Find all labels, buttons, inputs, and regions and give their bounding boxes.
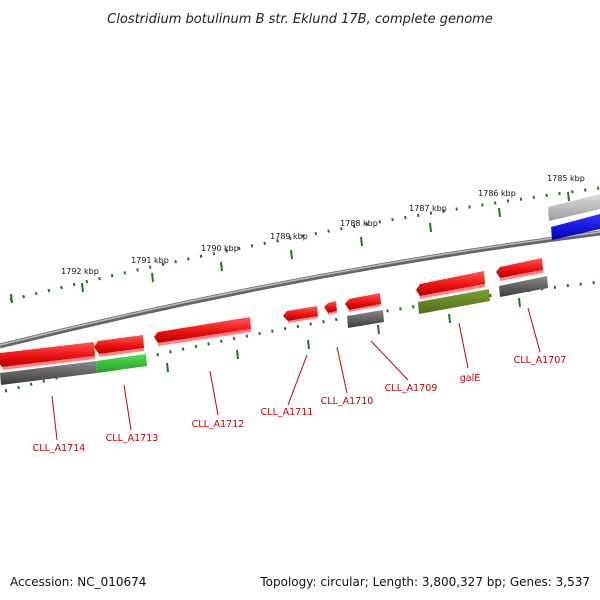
- scale-label-1790: 1790 kbp: [201, 244, 239, 253]
- accession-text: Accession: NC_010674: [10, 575, 146, 589]
- gene-label-gale: galE: [460, 373, 481, 384]
- scale-label-1785: 1785 kbp: [547, 174, 585, 183]
- gene-label-cll-a1709: CLL_A1709: [385, 383, 438, 394]
- scale-label-1786: 1786 kbp: [478, 189, 516, 198]
- genome-backbone: [0, 230, 600, 349]
- gene-label-cll-a1713: CLL_A1713: [106, 433, 159, 444]
- topology-text: Topology: circular; Length: 3,800,327 bp…: [259, 575, 590, 589]
- gene-feature-cll-a1712[interactable]: [154, 317, 251, 346]
- scale-label-1792: 1792 kbp: [61, 267, 99, 276]
- inner-scale-major-ticks: [166, 297, 521, 373]
- gene-label-cll-a1710: CLL_A1710: [321, 396, 374, 407]
- gene-feature-cll-a1710[interactable]: [324, 301, 337, 315]
- feature-olive-gale[interactable]: [418, 289, 490, 314]
- outer-scale-major-ticks: [10, 191, 570, 304]
- gene-feature-cll-a1709[interactable]: [345, 293, 381, 312]
- gene-feature-cll-a1714[interactable]: [0, 342, 95, 370]
- gene-label-cll-a1714: CLL_A1714: [33, 443, 86, 454]
- scale-label-1788: 1788 kbp: [340, 219, 378, 228]
- gene-label-cll-a1712: CLL_A1712: [192, 419, 245, 430]
- gene-feature-gale[interactable]: [416, 271, 485, 299]
- feature-green-a1713[interactable]: [96, 354, 147, 373]
- outer-scale-minor-ticks: [9, 186, 600, 302]
- gene-label-cll-a1707: CLL_A1707: [514, 355, 567, 366]
- genome-title: Clostridium botulinum B str. Eklund 17B,…: [107, 12, 493, 27]
- gene-feature-cll-a1713[interactable]: [94, 335, 144, 357]
- feature-gray-a1707[interactable]: [499, 276, 548, 297]
- gene-feature-cll-a1707[interactable]: [496, 258, 543, 281]
- genome-backbone-highlight: [0, 231, 600, 346]
- feature-gray-a1709[interactable]: [347, 310, 384, 328]
- feature-light-gray-right[interactable]: [548, 194, 600, 221]
- feature-blue-right[interactable]: [551, 214, 600, 240]
- label-leader-lines: [51, 307, 541, 441]
- scale-label-1787: 1787 kbp: [409, 204, 447, 213]
- feature-gray-a1714[interactable]: [0, 361, 97, 385]
- inner-scale-minor-ticks: [4, 280, 600, 393]
- gene-label-cll-a1711: CLL_A1711: [261, 407, 314, 418]
- scale-label-1789: 1789 kbp: [270, 232, 308, 241]
- scale-label-1791: 1791 kbp: [131, 256, 169, 265]
- gene-feature-cll-a1711[interactable]: [283, 306, 318, 323]
